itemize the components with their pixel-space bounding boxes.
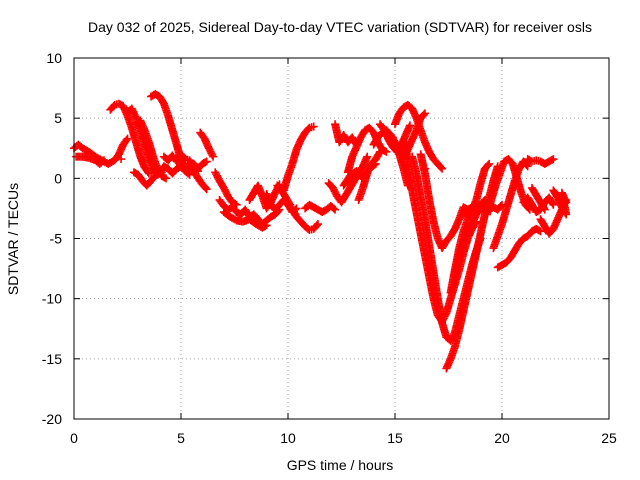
data-point bbox=[381, 147, 390, 156]
data-point bbox=[262, 221, 271, 230]
data-point bbox=[539, 204, 548, 213]
data-point bbox=[562, 198, 571, 207]
plot-frame bbox=[73, 57, 610, 420]
data-point bbox=[312, 221, 321, 230]
x-tick-labels: 0 5 10 15 20 25 bbox=[70, 430, 617, 446]
data-point bbox=[438, 164, 447, 173]
x-tick-label: 15 bbox=[387, 430, 403, 446]
x-axis-title: GPS time / hours bbox=[287, 457, 394, 473]
data-point bbox=[535, 226, 544, 235]
x-tick-label: 25 bbox=[601, 430, 617, 446]
x-tick-label: 20 bbox=[494, 430, 510, 446]
data-point bbox=[162, 174, 171, 183]
data-point bbox=[405, 121, 414, 130]
data-point bbox=[523, 162, 532, 171]
data-point bbox=[388, 133, 397, 142]
x-tick-label: 10 bbox=[280, 430, 296, 446]
data-point bbox=[201, 158, 210, 167]
data-point bbox=[536, 227, 545, 236]
y-tick-label: 10 bbox=[46, 50, 62, 66]
data-point bbox=[484, 161, 493, 170]
data-point bbox=[548, 199, 557, 208]
data-point bbox=[479, 197, 488, 206]
data-point bbox=[329, 204, 338, 213]
data-point bbox=[160, 173, 169, 182]
data-point bbox=[522, 161, 531, 170]
y-tick-label: 5 bbox=[54, 110, 62, 126]
x-tick-label: 0 bbox=[70, 430, 78, 446]
data-point bbox=[313, 220, 322, 229]
data-point bbox=[99, 156, 108, 165]
data-point bbox=[485, 159, 494, 168]
data-point bbox=[202, 157, 211, 166]
data-point bbox=[540, 205, 549, 214]
data-point bbox=[331, 205, 340, 214]
y-tick-labels: -20 -15 -10 -5 0 5 10 bbox=[42, 50, 62, 427]
data-point bbox=[382, 147, 391, 156]
data-point bbox=[201, 183, 210, 192]
data-point bbox=[309, 122, 318, 131]
data-point bbox=[122, 136, 131, 145]
data-point bbox=[363, 152, 372, 161]
data-points bbox=[70, 90, 571, 373]
data-point bbox=[420, 164, 429, 173]
data-point bbox=[549, 200, 558, 209]
y-tick-label: -5 bbox=[50, 231, 63, 247]
y-tick-label: -20 bbox=[42, 411, 62, 427]
y-axis-title: SDTVAR / TECUs bbox=[5, 183, 21, 295]
data-point bbox=[437, 163, 446, 172]
data-point bbox=[261, 222, 270, 231]
data-point bbox=[420, 109, 429, 118]
x-tick-label: 5 bbox=[177, 430, 185, 446]
data-point bbox=[549, 155, 558, 164]
data-point bbox=[117, 155, 126, 164]
y-tick-label: 0 bbox=[54, 170, 62, 186]
data-point bbox=[202, 185, 211, 194]
data-point bbox=[547, 155, 556, 164]
data-point bbox=[419, 110, 428, 119]
data-point bbox=[98, 157, 107, 166]
data-point bbox=[209, 152, 218, 161]
y-tick-label: -15 bbox=[42, 351, 62, 367]
data-point bbox=[123, 134, 132, 143]
data-point bbox=[285, 199, 294, 208]
data-point bbox=[208, 150, 217, 159]
y-tick-label: -10 bbox=[42, 291, 62, 307]
chart-title: Day 032 of 2025, Sidereal Day-to-day VTE… bbox=[88, 19, 592, 35]
